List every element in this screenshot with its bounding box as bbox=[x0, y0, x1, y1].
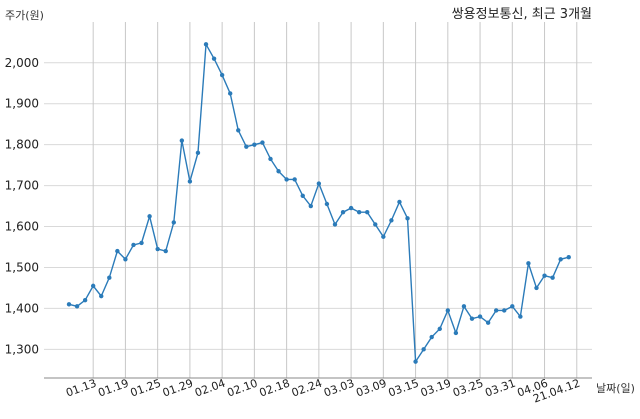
y-axis-ticks: 1,300 1,400 1,500 1,600 1,700 1,800 1,900 2,000 bbox=[5, 56, 39, 357]
x-axis-label: 날짜(일) bbox=[596, 381, 635, 395]
data-point bbox=[211, 56, 217, 61]
y-tick-label: 1,800 bbox=[5, 138, 39, 152]
data-points bbox=[66, 42, 571, 364]
data-point bbox=[332, 222, 338, 227]
data-point bbox=[244, 144, 249, 149]
x-axis-ticks: 01.1301.1901.2501.2902.0402.1002.1802.24… bbox=[64, 377, 582, 406]
data-point bbox=[542, 273, 547, 278]
x-tick-label: 02.18 bbox=[258, 377, 292, 400]
x-tick-label: 02.24 bbox=[290, 377, 324, 400]
data-point bbox=[485, 320, 491, 325]
data-point bbox=[316, 181, 322, 186]
data-point bbox=[179, 138, 185, 143]
data-point bbox=[348, 205, 354, 211]
data-point bbox=[219, 72, 225, 78]
data-point bbox=[155, 246, 160, 252]
data-point bbox=[510, 304, 515, 309]
data-point bbox=[558, 257, 563, 262]
data-point bbox=[526, 261, 531, 266]
x-tick-label: 02.10 bbox=[225, 377, 259, 400]
y-tick-label: 2,000 bbox=[5, 56, 39, 70]
data-point bbox=[308, 203, 313, 209]
data-point bbox=[437, 326, 442, 332]
y-tick-label: 1,400 bbox=[5, 301, 39, 315]
data-point bbox=[502, 308, 507, 313]
data-point bbox=[187, 179, 193, 184]
x-tick-label: 01.25 bbox=[129, 377, 163, 400]
x-tick-label: 03.09 bbox=[354, 377, 388, 400]
data-point bbox=[171, 220, 176, 225]
data-point bbox=[163, 248, 168, 254]
x-tick-label: 03.19 bbox=[419, 377, 453, 400]
data-point bbox=[252, 142, 257, 147]
data-point bbox=[123, 257, 128, 262]
data-point bbox=[534, 285, 539, 291]
y-tick-label: 1,500 bbox=[5, 260, 39, 274]
data-point bbox=[260, 140, 265, 145]
data-point bbox=[284, 177, 289, 182]
data-point bbox=[566, 255, 571, 260]
chart-title: 쌍용정보통신, 최근 3개월 bbox=[452, 7, 592, 22]
data-point bbox=[413, 359, 418, 364]
data-point bbox=[477, 314, 483, 319]
data-point bbox=[324, 201, 330, 207]
data-point bbox=[373, 222, 378, 227]
data-point bbox=[292, 177, 297, 182]
data-point bbox=[99, 293, 104, 299]
data-point bbox=[381, 234, 386, 239]
data-point bbox=[405, 216, 410, 221]
x-tick-label: 03.15 bbox=[387, 377, 421, 400]
data-point bbox=[276, 169, 281, 174]
x-tick-label: 03.03 bbox=[322, 377, 356, 400]
data-point bbox=[389, 218, 394, 223]
data-point bbox=[300, 193, 305, 199]
x-tick-label: 02.04 bbox=[193, 377, 227, 400]
x-tick-label: 03.31 bbox=[483, 377, 517, 400]
y-axis-label: 주가(원) bbox=[5, 9, 44, 22]
data-point bbox=[469, 316, 475, 321]
data-point bbox=[203, 42, 209, 47]
data-point bbox=[340, 209, 346, 215]
data-point bbox=[429, 334, 434, 340]
data-point bbox=[147, 214, 152, 219]
data-point bbox=[518, 314, 523, 319]
data-point bbox=[82, 298, 88, 303]
x-tick-label: 01.19 bbox=[96, 377, 130, 400]
data-point bbox=[365, 209, 370, 215]
data-point bbox=[445, 308, 451, 313]
data-point bbox=[236, 128, 241, 133]
y-tick-label: 1,700 bbox=[5, 179, 39, 193]
y-tick-label: 1,900 bbox=[5, 97, 39, 111]
data-point bbox=[195, 150, 201, 156]
data-point bbox=[115, 248, 120, 254]
data-point bbox=[356, 209, 362, 215]
data-point bbox=[228, 91, 233, 96]
grid bbox=[44, 22, 592, 378]
data-point bbox=[550, 275, 555, 280]
data-point bbox=[493, 308, 499, 313]
data-point bbox=[453, 330, 459, 336]
data-point bbox=[268, 156, 273, 162]
data-point bbox=[74, 304, 80, 309]
data-point bbox=[90, 283, 96, 289]
data-point bbox=[461, 304, 467, 309]
data-point bbox=[66, 302, 72, 307]
x-tick-label: 01.13 bbox=[64, 377, 98, 400]
data-point bbox=[107, 275, 112, 280]
data-point bbox=[421, 347, 426, 352]
y-tick-label: 1,300 bbox=[5, 342, 39, 356]
x-tick-label: 01.29 bbox=[161, 377, 195, 400]
y-tick-label: 1,600 bbox=[5, 220, 39, 234]
x-tick-label: 03.25 bbox=[451, 377, 485, 400]
data-point bbox=[139, 240, 144, 246]
data-point bbox=[131, 242, 136, 248]
data-point bbox=[397, 199, 402, 205]
